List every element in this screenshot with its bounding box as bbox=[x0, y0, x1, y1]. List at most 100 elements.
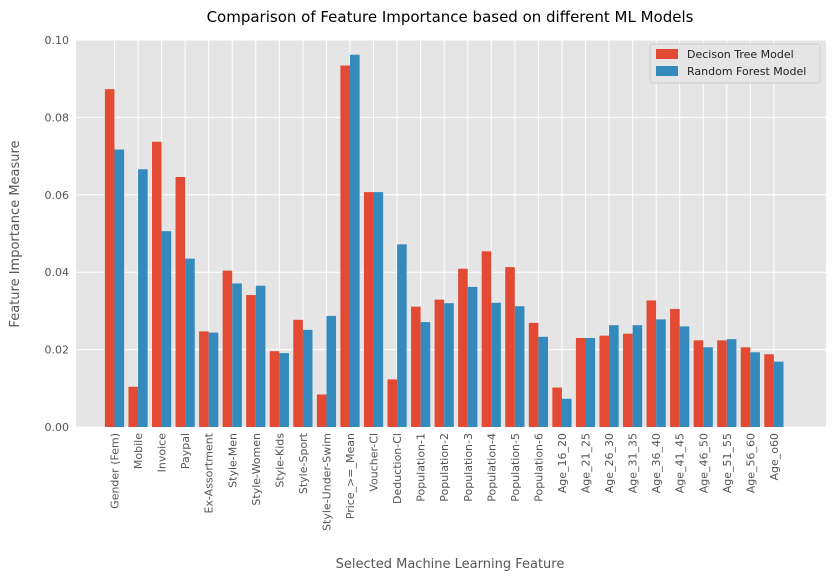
bar-random-forest bbox=[750, 352, 760, 427]
x-tick-label: Age_31_35 bbox=[627, 433, 640, 493]
y-tick-label: 0.06 bbox=[45, 189, 70, 202]
bar-decision-tree bbox=[434, 299, 445, 427]
bar-random-forest bbox=[703, 347, 713, 427]
x-tick-label: Invoice bbox=[156, 433, 169, 473]
x-tick-label: Style-Kids bbox=[273, 433, 286, 488]
legend-box bbox=[649, 43, 821, 84]
y-tick-label: 0.08 bbox=[45, 111, 70, 124]
y-tick-label: 0.02 bbox=[45, 344, 70, 357]
bar-random-forest bbox=[609, 325, 619, 427]
legend-swatch bbox=[656, 49, 678, 59]
x-tick-label: Age_46_50 bbox=[697, 433, 710, 493]
bar-random-forest bbox=[420, 322, 431, 427]
y-tick-label: 0.00 bbox=[45, 421, 70, 434]
x-tick-label: Gender (Fem) bbox=[109, 433, 122, 509]
y-axis-ticks: 0.00 0.02 0.04 0.06 0.08 0.10 bbox=[45, 34, 70, 434]
x-tick-label: Age_o60 bbox=[768, 433, 781, 481]
bar-decision-tree bbox=[199, 331, 209, 427]
y-tick-label: 0.10 bbox=[45, 34, 70, 47]
x-tick-label: Voucher-Cl bbox=[368, 433, 381, 492]
bar-random-forest bbox=[138, 169, 148, 427]
bar-random-forest bbox=[514, 306, 525, 427]
x-tick-label: Population-6 bbox=[532, 433, 545, 502]
bar-random-forest bbox=[397, 244, 407, 427]
legend-swatch bbox=[656, 66, 678, 76]
bar-decision-tree bbox=[104, 89, 115, 428]
bar-random-forest bbox=[726, 339, 737, 427]
bar-decision-tree bbox=[387, 379, 398, 427]
bar-random-forest bbox=[444, 303, 454, 427]
bar-random-forest bbox=[302, 329, 313, 427]
bar-random-forest bbox=[255, 285, 266, 427]
bar-decision-tree bbox=[528, 322, 539, 427]
bar-decision-tree bbox=[363, 192, 374, 427]
x-tick-label: Deduction-Cl bbox=[391, 433, 404, 504]
x-tick-label: Population-5 bbox=[509, 433, 522, 502]
x-tick-label: Age_16_20 bbox=[556, 433, 569, 493]
legend-label: Decison Tree Model bbox=[687, 48, 794, 61]
bar-decision-tree bbox=[740, 347, 751, 427]
bar-random-forest bbox=[161, 231, 172, 427]
bar-random-forest bbox=[561, 398, 572, 427]
bar-decision-tree bbox=[458, 268, 468, 427]
x-tick-label: Style-Women bbox=[250, 433, 263, 506]
y-tick-label: 0.04 bbox=[45, 266, 70, 279]
bar-random-forest bbox=[232, 283, 242, 427]
bar-decision-tree bbox=[623, 333, 633, 427]
bar-random-forest bbox=[114, 149, 125, 427]
bar-random-forest bbox=[679, 326, 690, 427]
y-axis-label: Feature Importance Measure bbox=[8, 140, 23, 327]
bars bbox=[104, 54, 784, 428]
x-tick-label: Population-1 bbox=[415, 433, 428, 502]
bar-random-forest bbox=[373, 192, 384, 427]
bar-decision-tree bbox=[222, 270, 233, 427]
bar-random-forest bbox=[467, 286, 478, 427]
x-tick-label: Population-3 bbox=[462, 433, 475, 502]
x-tick-label: Style-Under-Swim bbox=[320, 433, 333, 531]
bar-decision-tree bbox=[599, 335, 610, 427]
legend-label: Random Forest Model bbox=[687, 65, 806, 78]
bar-decision-tree bbox=[128, 386, 139, 427]
bar-random-forest bbox=[185, 258, 195, 427]
chart-title: Comparison of Feature Importance based o… bbox=[207, 8, 694, 26]
bar-decision-tree bbox=[505, 267, 515, 427]
bar-random-forest bbox=[279, 353, 289, 427]
bar-decision-tree bbox=[670, 308, 680, 427]
bar-random-forest bbox=[632, 325, 643, 427]
x-tick-label: Age_41_45 bbox=[674, 433, 687, 493]
bar-random-forest bbox=[208, 332, 219, 427]
x-tick-label: Age_56_60 bbox=[744, 433, 757, 493]
bar-decision-tree bbox=[552, 387, 562, 427]
x-tick-label: Style-Men bbox=[226, 433, 239, 488]
x-tick-label: Population-2 bbox=[438, 433, 451, 502]
x-tick-label: Mobile bbox=[132, 433, 145, 469]
bar-decision-tree bbox=[246, 295, 256, 427]
bar-decision-tree bbox=[152, 141, 162, 427]
x-tick-label: Paypal bbox=[179, 433, 192, 469]
bar-random-forest bbox=[350, 54, 360, 428]
x-tick-label: Age_36_40 bbox=[650, 433, 663, 493]
bar-decision-tree bbox=[293, 319, 303, 427]
legend: Decison Tree Model Random Forest Model bbox=[649, 43, 821, 84]
bar-decision-tree bbox=[175, 176, 186, 427]
bar-decision-tree bbox=[717, 340, 727, 427]
x-tick-label: Population-4 bbox=[485, 433, 498, 502]
bar-random-forest bbox=[656, 319, 666, 427]
bar-decision-tree bbox=[646, 300, 657, 427]
bar-decision-tree bbox=[764, 354, 774, 427]
x-tick-label: Price_>=_Mean bbox=[344, 433, 357, 519]
bar-random-forest bbox=[773, 361, 784, 427]
x-tick-label: Age_21_25 bbox=[580, 433, 593, 493]
bar-decision-tree bbox=[269, 351, 280, 427]
bar-decision-tree bbox=[693, 340, 704, 427]
bar-decision-tree bbox=[481, 251, 492, 427]
x-axis-ticks: Gender (Fem) Mobile Invoice Paypal Ex-Assort… bbox=[109, 432, 781, 531]
bar-decision-tree bbox=[575, 337, 586, 427]
x-tick-label: Ex-Assortment bbox=[203, 432, 216, 513]
bar-random-forest bbox=[538, 336, 548, 427]
bar-random-forest bbox=[585, 337, 596, 427]
bar-decision-tree bbox=[316, 394, 327, 427]
x-tick-label: Age_51_55 bbox=[721, 433, 734, 493]
x-tick-label: Age_26_30 bbox=[603, 433, 616, 493]
